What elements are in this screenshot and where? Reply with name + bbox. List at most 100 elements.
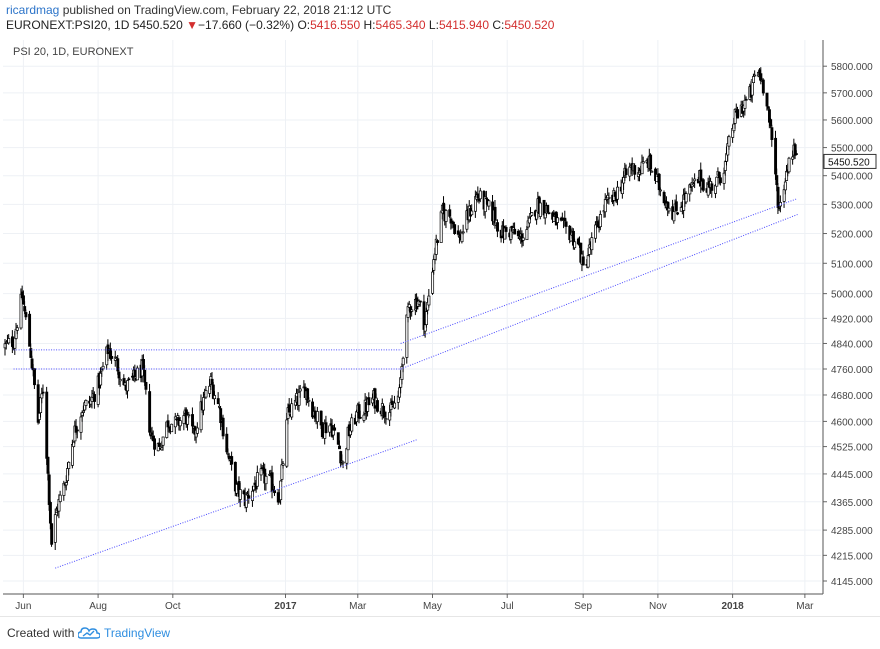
candle-body (367, 397, 371, 406)
author-link[interactable]: ricardmag (6, 3, 60, 17)
candle-body (794, 153, 798, 155)
candle-body (64, 482, 68, 486)
candle-body (100, 369, 104, 372)
candle-body (24, 312, 28, 318)
candle-body (624, 168, 628, 175)
open-label: O: (297, 18, 311, 32)
candle-body (126, 380, 130, 392)
x-tick-label: Aug (89, 601, 107, 612)
candle-body (23, 306, 27, 312)
candle-body (358, 416, 362, 419)
candle-body (641, 161, 645, 164)
candle-body (547, 212, 551, 215)
trend-line[interactable] (55, 439, 417, 569)
candle-body (418, 300, 422, 303)
candle-body (298, 388, 302, 392)
candle-body (41, 391, 45, 394)
candle-body (487, 200, 491, 207)
trend-line[interactable] (400, 214, 798, 370)
candle-body (362, 414, 366, 421)
candle-body (7, 338, 11, 344)
high-label: H: (363, 18, 376, 32)
candle-body (427, 295, 431, 306)
publish-info: ricardmag published on TradingView.com, … (6, 3, 391, 17)
candle-body (649, 154, 653, 170)
candle-body (674, 201, 678, 211)
candle-body (436, 240, 439, 243)
price-chart[interactable]: 4145.000 4215.000 4285.000 4365.000 4445.000… (3, 40, 877, 616)
candle-body (84, 400, 88, 406)
last-price: 5450.520 (132, 18, 183, 32)
y-tick-label: 5600.000 (831, 116, 873, 127)
candle-body (341, 461, 345, 464)
chart-area[interactable]: 4145.000 4215.000 4285.000 4365.000 4445.000… (3, 40, 877, 616)
y-tick-label: 4760.000 (831, 365, 873, 376)
candle-body (22, 295, 25, 305)
candle-body (142, 359, 145, 370)
candle-body (148, 391, 152, 433)
candle-body (410, 309, 414, 312)
y-tick-label: 5400.000 (831, 172, 873, 183)
candle-body (219, 408, 223, 424)
close-value: 5450.520 (504, 18, 555, 32)
candle-body (774, 137, 778, 175)
candle-body (230, 456, 234, 465)
candle-body (116, 358, 120, 372)
close-label: C: (492, 18, 505, 32)
candle-body (118, 379, 122, 382)
x-tick-label: Oct (165, 601, 181, 612)
y-tick-label: 5300.000 (831, 200, 873, 211)
candle-body (306, 388, 310, 400)
candle-body (598, 214, 602, 228)
candle-body (62, 482, 66, 496)
candle-body (307, 399, 311, 402)
candle-body (251, 490, 254, 501)
y-tick-label: 4145.000 (831, 577, 873, 588)
candle-body (285, 419, 289, 467)
candle-body (153, 438, 156, 450)
candle-body (384, 418, 388, 421)
candle-body (281, 463, 285, 466)
candle-body (434, 238, 438, 255)
candle-body (556, 217, 559, 223)
candle-body (538, 202, 542, 217)
candle-body (29, 348, 33, 358)
candle-body (287, 404, 291, 413)
candle-body (485, 197, 488, 200)
candle-body (546, 204, 550, 213)
candle-body (225, 433, 229, 453)
candle-body (573, 241, 577, 249)
candle-body (67, 461, 71, 469)
candle-body (448, 209, 452, 217)
candle-body (110, 355, 114, 359)
candle-body (53, 514, 57, 543)
candle-body (331, 429, 335, 436)
candle-body (783, 181, 787, 191)
candle-body (444, 210, 448, 222)
candle-body (144, 381, 148, 390)
candle-body (525, 229, 529, 241)
candle-body (513, 228, 517, 235)
candle-body (461, 231, 465, 234)
trend-line[interactable] (400, 198, 798, 344)
candle-body (264, 475, 268, 485)
candle-body (297, 392, 301, 406)
candle-body (15, 327, 19, 331)
candle-body (744, 98, 748, 101)
high-value: 5465.340 (375, 18, 426, 32)
symbol-ohlc-line: EURONEXT:PSI20, 1D 5450.520 ▼−17.660 (−0… (6, 18, 554, 32)
candle-body (210, 378, 214, 385)
candle-body (521, 237, 525, 241)
candle-body (701, 179, 705, 191)
y-tick-label: 5800.000 (831, 62, 873, 73)
candle-body (93, 394, 96, 402)
candle-body (316, 411, 319, 422)
publish-text: published on TradingView.com, February 2… (59, 3, 392, 17)
x-tick-label: 2017 (274, 601, 297, 612)
tradingview-logo[interactable]: TradingView (77, 626, 170, 640)
candle-body (58, 494, 62, 502)
candle-body (143, 369, 147, 383)
down-arrow-icon: ▼ (186, 18, 199, 32)
candle-body (28, 313, 32, 347)
candle-body (451, 221, 455, 225)
